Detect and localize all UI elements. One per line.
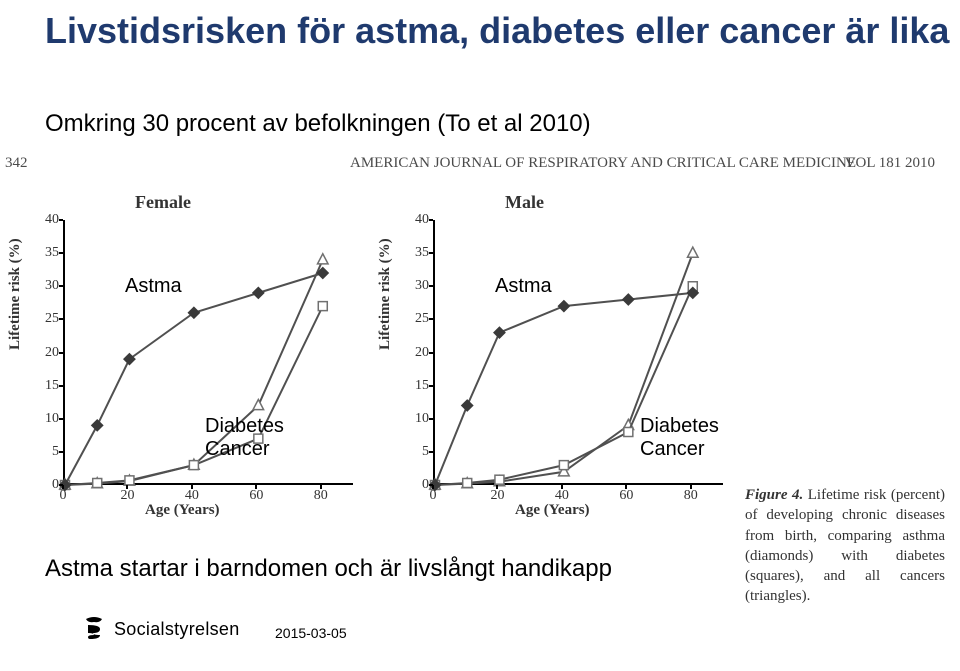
xtick: 20 — [485, 488, 509, 504]
ylabel-female: Lifetime risk (%) — [7, 238, 24, 350]
xlabel-male: Age (Years) — [515, 502, 590, 519]
page-title: Livstidsrisken för astma, diabetes eller… — [45, 10, 949, 51]
xtick: 40 — [550, 488, 574, 504]
ytick: 15 — [37, 378, 59, 394]
figure-caption-lead: Figure 4. — [745, 487, 803, 503]
chart-female: Female Lifetime risk (%) Age (Years) Ast… — [5, 180, 365, 525]
ytick: 25 — [37, 311, 59, 327]
xtick: 80 — [679, 488, 703, 504]
xlabel-female: Age (Years) — [145, 502, 220, 519]
journal-name: AMERICAN JOURNAL OF RESPIRATORY AND CRIT… — [350, 155, 856, 172]
ytick: 10 — [37, 411, 59, 427]
ytick: 20 — [407, 345, 429, 361]
annot-diabetes-female: Diabetes — [205, 415, 284, 438]
xtick: 20 — [115, 488, 139, 504]
ytick: 40 — [407, 212, 429, 228]
annot-cancer-male: Cancer — [640, 438, 704, 461]
figure-caption-body: Lifetime risk (percent) of developing ch… — [745, 487, 945, 604]
xtick: 80 — [309, 488, 333, 504]
footer-statement: Astma startar i barndomen och är livslån… — [45, 555, 612, 583]
chart-male: Male Lifetime risk (%) Age (Years) Astma… — [375, 180, 735, 525]
journal-page: 342 — [5, 155, 28, 172]
xtick: 0 — [421, 488, 445, 504]
ylabel-male: Lifetime risk (%) — [377, 238, 394, 350]
xtick: 60 — [614, 488, 638, 504]
ytick: 20 — [37, 345, 59, 361]
annot-diabetes-male: Diabetes — [640, 415, 719, 438]
ytick: 5 — [407, 444, 429, 460]
crown-s-icon — [80, 615, 108, 643]
journal-volume: VOL 181 2010 — [845, 155, 935, 172]
annot-astma-male: Astma — [495, 275, 552, 298]
socialstyrelsen-logo: Socialstyrelsen — [80, 615, 240, 643]
annot-astma-female: Astma — [125, 275, 182, 298]
chart-title-female: Female — [135, 192, 191, 213]
slide-date: 2015-03-05 — [275, 625, 347, 641]
ytick: 15 — [407, 378, 429, 394]
logo-text: Socialstyrelsen — [114, 619, 240, 640]
ytick: 25 — [407, 311, 429, 327]
charts-container: Female Lifetime risk (%) Age (Years) Ast… — [0, 180, 960, 525]
xtick: 40 — [180, 488, 204, 504]
ytick: 30 — [37, 278, 59, 294]
chart-title-male: Male — [505, 192, 544, 213]
xtick: 60 — [244, 488, 268, 504]
ytick: 35 — [407, 245, 429, 261]
annot-cancer-female: Cancer — [205, 438, 269, 461]
ytick: 30 — [407, 278, 429, 294]
ytick: 5 — [37, 444, 59, 460]
ytick: 40 — [37, 212, 59, 228]
xtick: 0 — [51, 488, 75, 504]
page-subtitle: Omkring 30 procent av befolkningen (To e… — [45, 110, 591, 138]
ytick: 35 — [37, 245, 59, 261]
figure-caption: Figure 4. Lifetime risk (percent) of dev… — [745, 485, 945, 607]
ytick: 10 — [407, 411, 429, 427]
